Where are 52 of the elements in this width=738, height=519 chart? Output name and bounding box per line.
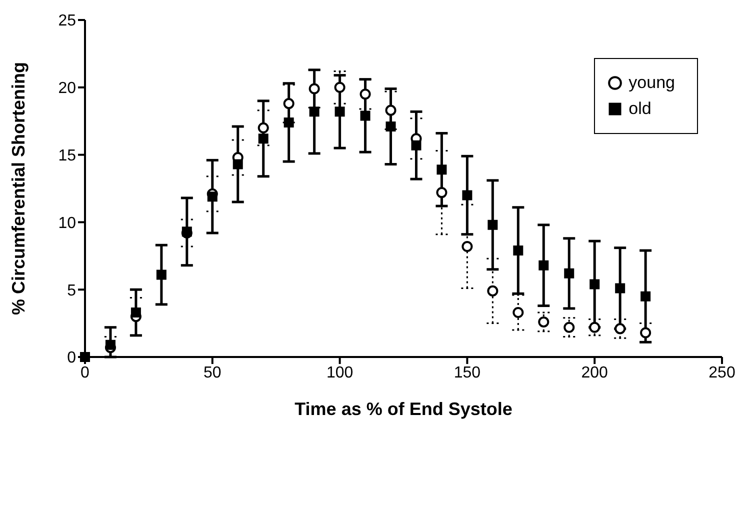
point (309, 106, 320, 117)
point (105, 340, 116, 350)
point (512, 307, 524, 318)
point (130, 308, 141, 318)
legend-label: young (628, 73, 675, 93)
point (564, 268, 574, 278)
x-tick-label: 200 (581, 364, 608, 382)
x-tick-label: 100 (326, 364, 354, 382)
point (590, 279, 600, 290)
point (640, 291, 651, 302)
y-axis-title: % Circumferential Shortening (8, 62, 28, 316)
point (614, 323, 626, 334)
point (258, 134, 268, 144)
point (207, 192, 218, 202)
y-tick-label: 25 (58, 12, 76, 30)
point (308, 83, 320, 94)
y-tick-label: 5 (67, 282, 76, 300)
point (462, 190, 472, 200)
point (462, 240, 473, 252)
x-tick-label: 250 (708, 364, 736, 382)
point (538, 260, 549, 270)
point (232, 159, 243, 170)
y-tick-label: 10 (58, 214, 76, 232)
point (360, 110, 370, 121)
x-tick-label: 150 (454, 364, 481, 382)
point (538, 316, 550, 328)
y-tick-label: 0 (67, 350, 76, 367)
point (360, 88, 371, 100)
point (640, 327, 652, 338)
point (488, 220, 498, 230)
x-tick-label: 50 (204, 364, 222, 382)
point (334, 82, 346, 93)
point (334, 106, 345, 117)
legend-label: old (628, 99, 652, 119)
x-tick-label: 0 (80, 364, 90, 382)
y-tick-label: 20 (58, 80, 76, 98)
point (487, 285, 498, 296)
point (564, 322, 575, 333)
point (411, 140, 422, 150)
point (284, 117, 294, 128)
point (589, 322, 600, 333)
point (283, 98, 294, 110)
y-tick-label: 15 (58, 147, 76, 164)
point (513, 246, 524, 256)
point (385, 104, 396, 116)
point (156, 270, 166, 280)
point (258, 122, 269, 134)
point (386, 121, 396, 132)
point (436, 187, 448, 198)
x-axis-title: Time as % of End Systole (294, 399, 512, 419)
point (436, 164, 447, 175)
point (615, 283, 626, 294)
